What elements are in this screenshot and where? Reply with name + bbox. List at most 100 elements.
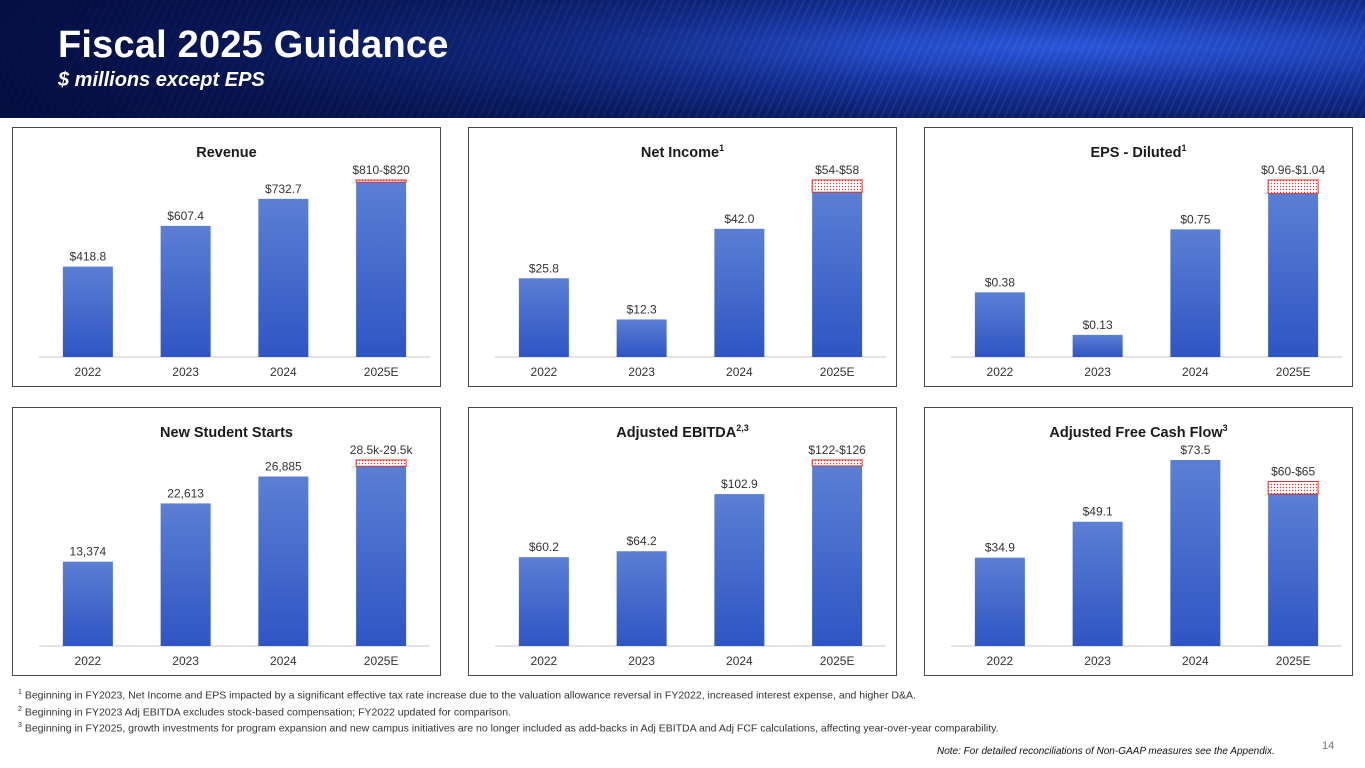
x-tick-label: 2022: [531, 654, 558, 668]
data-label: $25.8: [529, 261, 559, 275]
bar: [258, 198, 309, 357]
x-tick-label: 2023: [172, 654, 199, 668]
page-number: 14: [1322, 740, 1335, 752]
x-tick-label: 2025E: [820, 365, 855, 379]
chart-title: Net Income1: [640, 143, 725, 161]
bar: [62, 266, 113, 357]
eps-diluted-chart: $0.38 2022 $0.13 2023 $0.75 2024 $0.96-$1.04 20…: [951, 163, 1342, 379]
bar: [1268, 193, 1319, 357]
x-tick-label: 2025E: [1276, 654, 1311, 668]
new-student-starts-chart: 13,374 2022 22,613 2023 26,885 2024 28.5k-29.5…: [39, 443, 430, 668]
bar: [160, 225, 211, 357]
chart-title: New Student Starts: [160, 424, 293, 441]
footnote-1: 1 Beginning in FY2023, Net Income and EP…: [18, 689, 916, 702]
chart-panel-eps-diluted: EPS - Diluted1 $0.38 2022 $0.13 2023 $0.75 20…: [924, 127, 1353, 387]
chart-panel-revenue: Revenue $418.8 2022 $607.4 2023 $732.7 2024 $8…: [12, 127, 441, 387]
bar: [812, 465, 863, 646]
bar: [974, 292, 1025, 357]
x-tick-label: 2024: [1182, 654, 1209, 668]
chart-panel-net-income: Net Income1 $25.8 2022 $12.3 2023 $42.0 2024 $…: [468, 127, 897, 387]
bar: [714, 228, 765, 357]
adjusted-ebitda-chart: $60.2 2022 $64.2 2023 $102.9 2024 $122-$126 202…: [495, 443, 886, 668]
bar: [356, 466, 407, 646]
data-label: $102.9: [721, 477, 758, 491]
data-label: $607.4: [167, 209, 204, 223]
bar: [1268, 494, 1319, 646]
adjusted-free-cash-flow-chart: $34.9 2022 $49.1 2023 $73.5 2024 $60-$65 2025E: [951, 443, 1342, 668]
net-income-chart: $25.8 2022 $12.3 2023 $42.0 2024 $54-$58 2025E: [495, 163, 886, 379]
revenue-chart: $418.8 2022 $607.4 2023 $732.7 2024 $810-$820 2…: [39, 163, 430, 379]
data-label: $0.13: [1083, 318, 1113, 332]
x-tick-label: 2025E: [364, 654, 399, 668]
header-banner: Fiscal 2025 Guidance $ millions except E…: [0, 0, 1365, 118]
data-label: $73.5: [1180, 443, 1210, 457]
footnote-2: 2 Beginning in FY2023 Adj EBITDA exclude…: [18, 705, 512, 719]
data-label: $34.9: [985, 541, 1015, 555]
guidance-range: [811, 459, 863, 467]
data-label: 28.5k-29.5k: [350, 443, 414, 457]
data-label: $732.7: [265, 182, 302, 196]
data-label: $64.2: [627, 534, 657, 548]
data-label: $418.8: [70, 250, 107, 264]
bar: [1072, 334, 1123, 357]
x-tick-label: 2025E: [820, 654, 855, 668]
data-label: $122-$126: [808, 443, 866, 457]
guidance-range: [811, 179, 863, 193]
x-tick-label: 2024: [270, 654, 297, 668]
x-tick-label: 2023: [1084, 365, 1111, 379]
x-tick-label: 2024: [1182, 365, 1209, 379]
guidance-range: [1267, 179, 1319, 195]
bar: [518, 278, 569, 357]
x-tick-label: 2024: [270, 365, 297, 379]
data-label: 13,374: [70, 545, 107, 559]
data-label: $49.1: [1083, 505, 1113, 519]
x-tick-label: 2023: [1084, 654, 1111, 668]
bar: [1170, 229, 1221, 357]
data-label: $0.96-$1.04: [1261, 163, 1325, 177]
x-tick-label: 2022: [75, 654, 102, 668]
bar: [616, 551, 667, 646]
bar: [62, 561, 113, 646]
bar: [974, 557, 1025, 646]
bar: [356, 182, 407, 357]
x-tick-label: 2022: [987, 654, 1014, 668]
data-label: $60.2: [529, 540, 559, 554]
guidance-range: [1267, 481, 1319, 495]
x-tick-label: 2022: [531, 365, 558, 379]
chart-panel-adjusted-free-cash-flow: Adjusted Free Cash Flow3 $34.9 2022 $49.1 2…: [924, 407, 1353, 676]
chart-title: Adjusted Free Cash Flow3: [1049, 423, 1228, 441]
footnote-3: 3 Beginning in FY2025, growth investment…: [18, 722, 999, 735]
data-label: 26,885: [265, 459, 302, 473]
bar: [714, 494, 765, 646]
data-label: $54-$58: [815, 163, 859, 177]
bar: [1072, 521, 1123, 646]
x-tick-label: 2022: [987, 365, 1014, 379]
x-tick-label: 2023: [628, 654, 655, 668]
data-label: $42.0: [724, 212, 754, 226]
x-tick-label: 2022: [75, 365, 102, 379]
data-label: $0.75: [1180, 212, 1210, 226]
x-tick-label: 2025E: [1276, 365, 1311, 379]
footnotes: 1 Beginning in FY2023, Net Income and EP…: [18, 686, 999, 736]
appendix-note: Note: For detailed reconciliations of No…: [937, 746, 1275, 757]
page-title: Fiscal 2025 Guidance: [58, 24, 449, 66]
x-tick-label: 2024: [726, 654, 753, 668]
chart-title: Adjusted EBITDA2,3: [616, 423, 749, 441]
bar: [812, 192, 863, 357]
bar: [1170, 460, 1221, 646]
chart-title: Revenue: [196, 144, 257, 161]
data-label: $0.38: [985, 275, 1015, 289]
data-label: $810-$820: [352, 163, 410, 177]
bar: [616, 319, 667, 357]
data-label: $60-$65: [1271, 465, 1315, 479]
data-label: $12.3: [627, 302, 657, 316]
x-tick-label: 2023: [628, 365, 655, 379]
chart-title: EPS - Diluted1: [1090, 143, 1187, 161]
bar: [518, 557, 569, 646]
guidance-range: [355, 459, 407, 467]
bar: [160, 503, 211, 646]
x-tick-label: 2025E: [364, 365, 399, 379]
guidance-range: [355, 179, 407, 183]
page-subtitle: $ millions except EPS: [58, 69, 265, 91]
bar: [258, 476, 309, 646]
